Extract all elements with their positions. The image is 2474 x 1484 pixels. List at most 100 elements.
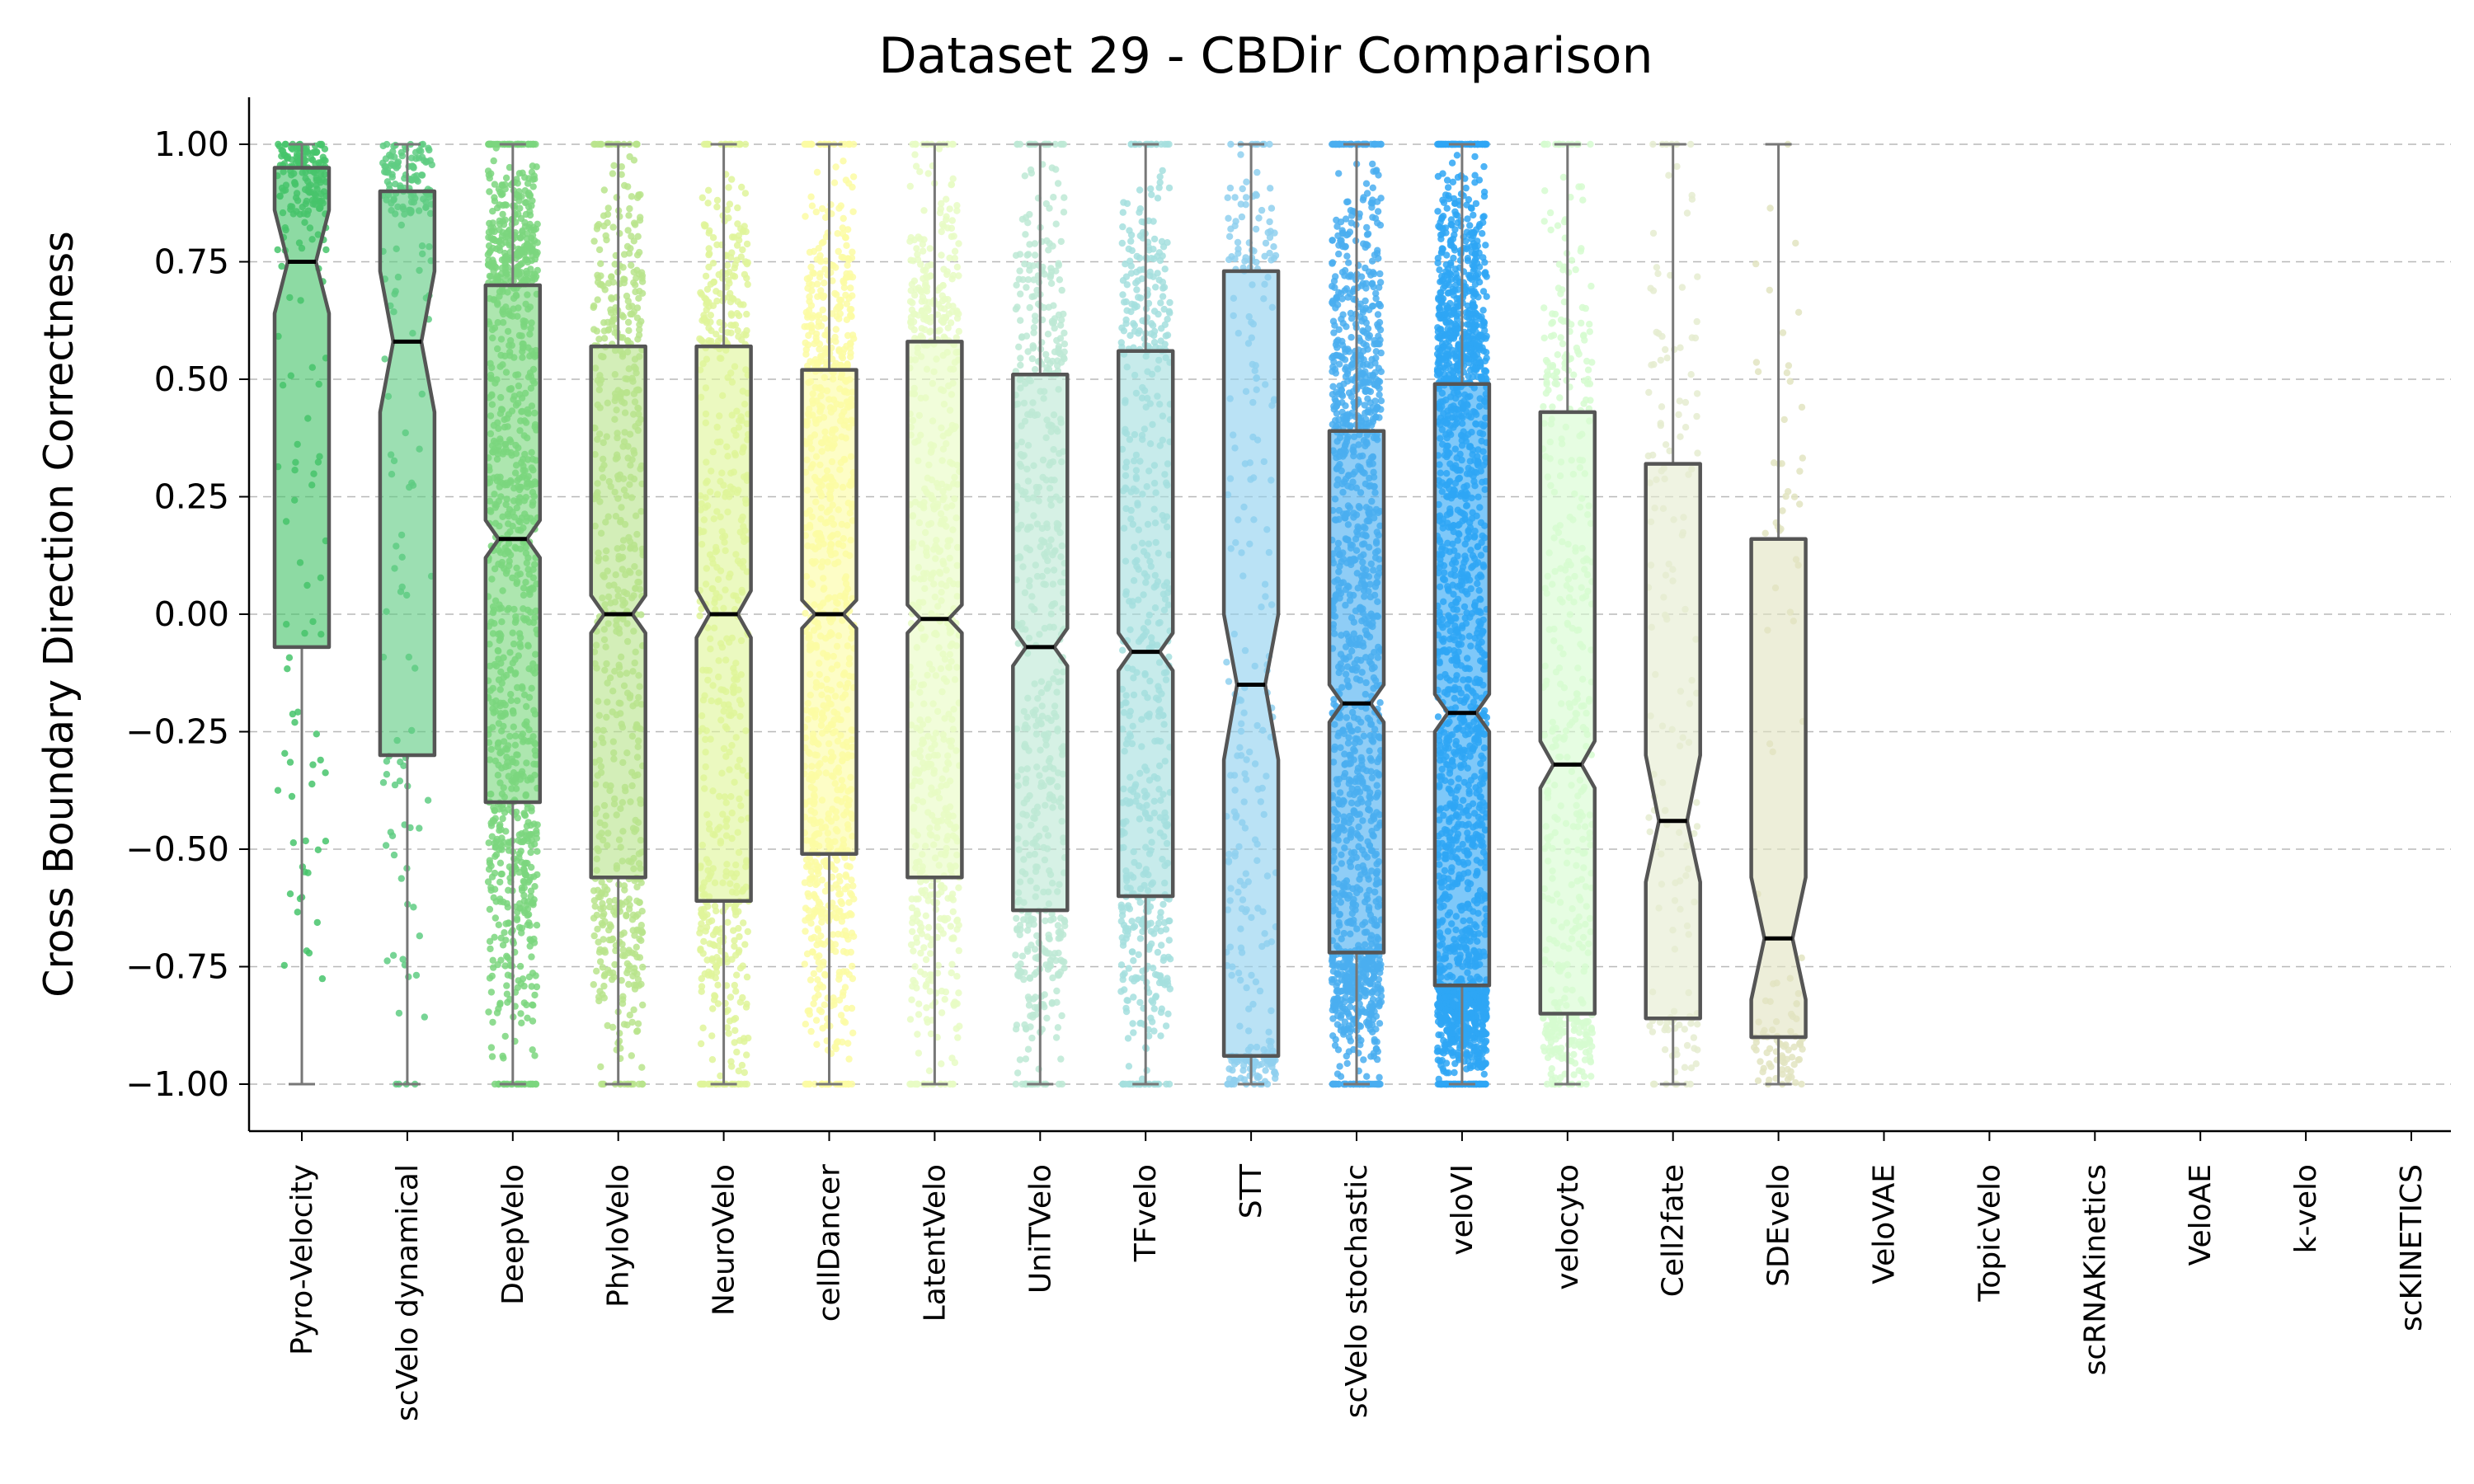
- data-point: [811, 1080, 818, 1088]
- data-point: [845, 899, 853, 906]
- data-point: [952, 334, 961, 341]
- data-point: [924, 933, 932, 941]
- data-point: [708, 1032, 716, 1040]
- data-point: [485, 233, 492, 242]
- data-point: [487, 945, 494, 953]
- data-point: [274, 246, 281, 254]
- data-point: [498, 232, 506, 240]
- data-point: [1017, 290, 1024, 298]
- data-point: [600, 982, 608, 990]
- data-point: [943, 216, 950, 223]
- data-point: [527, 893, 534, 900]
- data-point: [839, 355, 847, 362]
- data-point: [804, 890, 811, 898]
- data-point: [633, 897, 641, 905]
- data-point: [1053, 336, 1061, 345]
- data-point: [1057, 359, 1065, 366]
- data-point: [486, 937, 494, 946]
- data-point: [817, 1007, 825, 1016]
- data-point: [318, 974, 327, 983]
- data-point: [590, 140, 598, 148]
- data-point: [1023, 1026, 1030, 1033]
- data-point: [938, 1060, 945, 1068]
- data-point: [597, 1063, 604, 1071]
- data-point: [486, 272, 494, 280]
- data-point: [736, 301, 745, 308]
- data-point: [913, 934, 920, 942]
- data-point: [383, 957, 391, 965]
- data-point: [303, 947, 311, 955]
- data-point: [488, 873, 496, 881]
- data-point: [698, 336, 705, 344]
- data-point: [635, 1080, 643, 1088]
- data-point: [847, 353, 854, 361]
- data-point: [803, 950, 811, 958]
- data-point: [934, 287, 942, 294]
- data-point: [916, 878, 924, 885]
- data-point: [835, 972, 843, 979]
- data-point: [1165, 937, 1174, 944]
- data-point: [818, 918, 825, 926]
- data-point: [279, 147, 287, 155]
- data-point: [806, 293, 813, 301]
- data-point: [317, 142, 325, 149]
- data-point: [282, 140, 289, 148]
- data-point: [743, 973, 751, 981]
- data-point: [948, 217, 957, 224]
- data-point: [807, 857, 816, 866]
- data-point: [1056, 276, 1064, 284]
- data-point: [619, 946, 627, 954]
- data-point: [813, 984, 821, 993]
- data-point: [921, 970, 929, 979]
- y-axis-label: Cross Boundary Direction Correctness: [35, 231, 82, 998]
- data-point: [906, 237, 914, 245]
- data-point: [819, 306, 826, 314]
- data-point: [1024, 1045, 1032, 1053]
- data-point: [503, 899, 510, 908]
- data-point: [807, 935, 816, 942]
- data-point: [628, 916, 637, 923]
- data-point: [421, 1013, 428, 1021]
- data-point: [1047, 916, 1055, 924]
- data-point: [843, 862, 851, 870]
- data-point: [734, 204, 741, 212]
- data-point: [1048, 998, 1056, 1007]
- data-point: [807, 880, 814, 888]
- data-point: [278, 262, 285, 270]
- data-point: [491, 181, 499, 188]
- data-point: [922, 956, 930, 964]
- data-point: [731, 1026, 739, 1035]
- data-point: [1029, 1011, 1037, 1019]
- data-point: [608, 273, 615, 280]
- data-point: [948, 960, 956, 968]
- data-point: [843, 932, 850, 940]
- data-point: [914, 1031, 921, 1038]
- data-point: [496, 878, 504, 886]
- data-point: [518, 884, 526, 892]
- data-point: [611, 960, 618, 969]
- data-point: [605, 898, 614, 905]
- data-point: [528, 899, 535, 907]
- data-point: [598, 919, 605, 928]
- data-point: [623, 242, 632, 251]
- data-point: [843, 242, 850, 249]
- data-point: [709, 931, 717, 939]
- data-point: [289, 839, 297, 847]
- data-point: [926, 988, 934, 995]
- data-point: [839, 224, 846, 232]
- data-point: [925, 923, 933, 932]
- data-point: [531, 1052, 539, 1059]
- data-point: [1154, 195, 1162, 202]
- data-point: [711, 902, 719, 910]
- data-point: [953, 202, 961, 209]
- data-point: [802, 609, 809, 617]
- data-point: [1016, 140, 1024, 148]
- data-point: [837, 296, 845, 304]
- data-point: [518, 1019, 525, 1027]
- data-point: [600, 910, 608, 918]
- data-point: [955, 989, 962, 997]
- data-point: [709, 1005, 717, 1012]
- data-point: [906, 1080, 914, 1088]
- data-point: [940, 223, 948, 230]
- data-point: [379, 779, 388, 787]
